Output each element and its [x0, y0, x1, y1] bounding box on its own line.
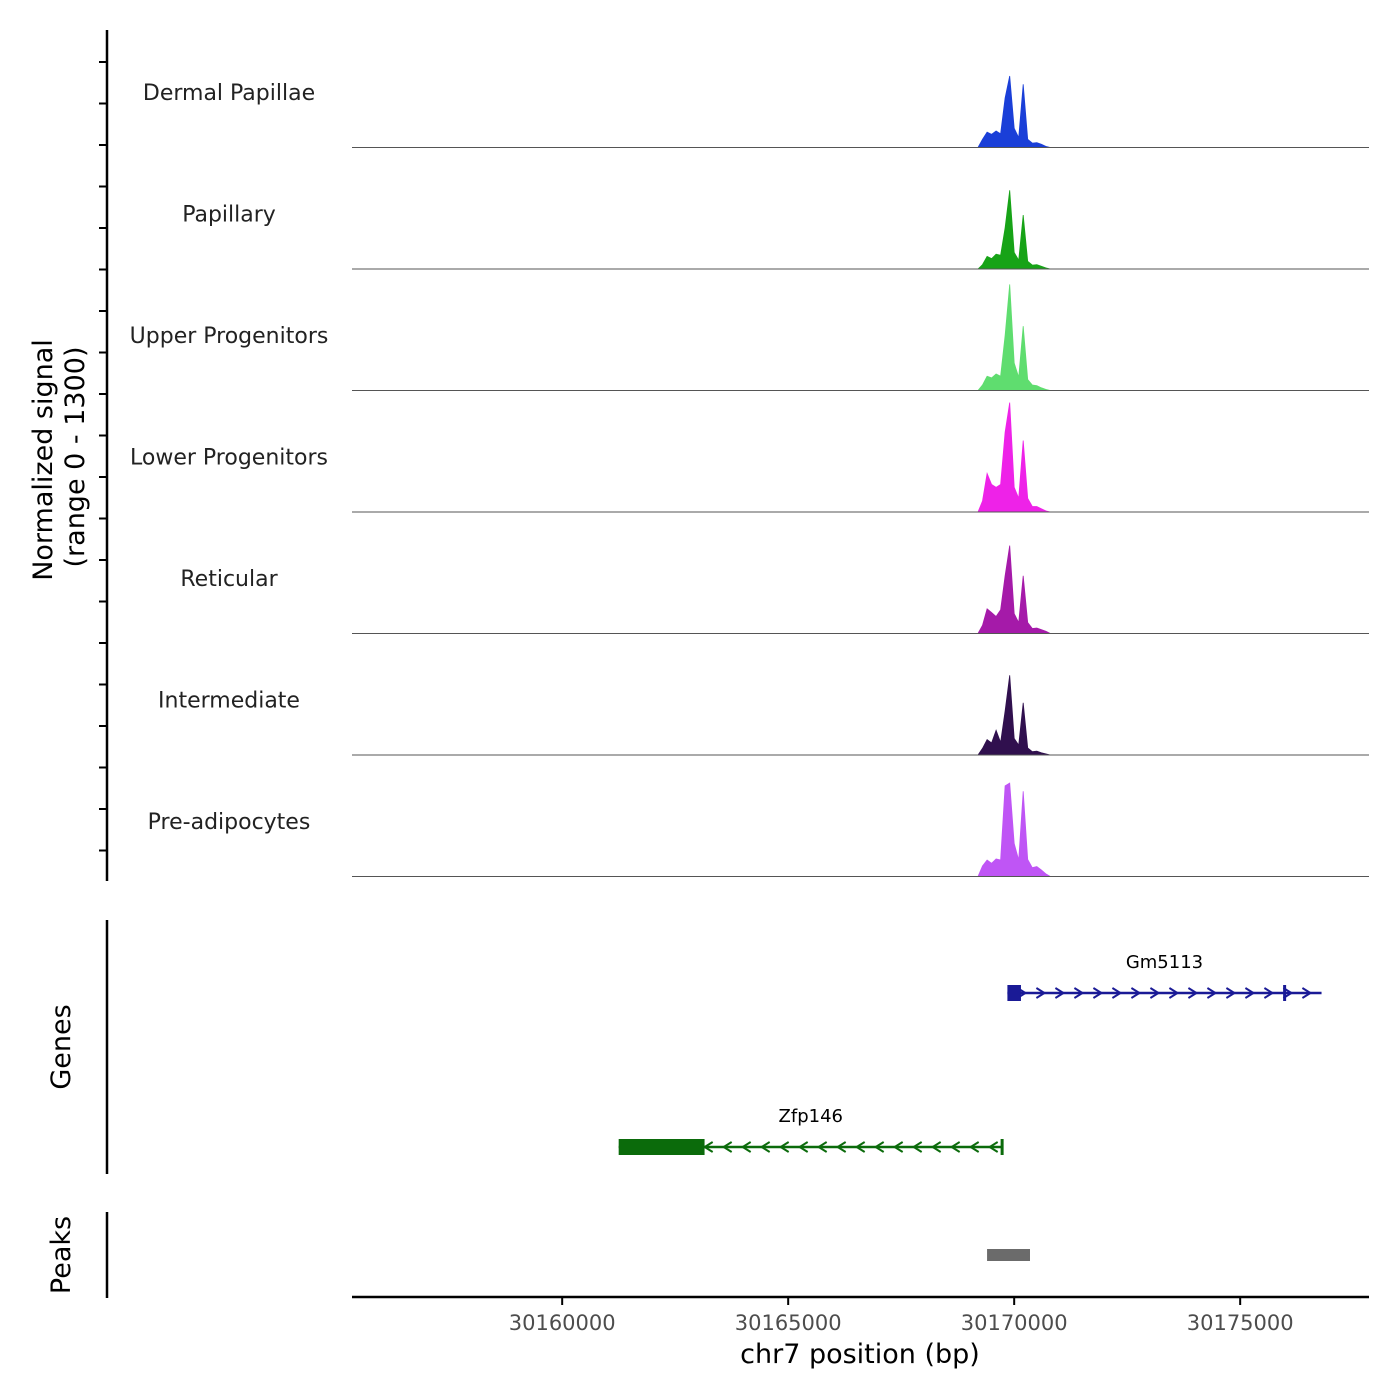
gene-label: Gm5113 — [1126, 952, 1203, 973]
track-label: Papillary — [182, 203, 276, 228]
genes-panel-title: Genes — [46, 1004, 77, 1089]
strand-arrow — [1263, 987, 1275, 999]
strand-arrow — [854, 1141, 866, 1153]
strand-arrow — [1054, 987, 1066, 999]
strand-arrow — [816, 1141, 828, 1153]
track-intermediate: Intermediate — [158, 675, 1369, 756]
track-signal-area — [352, 782, 1369, 877]
strand-arrow — [702, 1141, 714, 1153]
strand-arrow — [892, 1141, 904, 1153]
track-label: Lower Progenitors — [130, 446, 328, 471]
track-signal-area — [352, 284, 1369, 391]
strand-arrow — [1301, 987, 1313, 999]
x-tick-label: 30165000 — [735, 1311, 842, 1335]
strand-arrow — [759, 1141, 771, 1153]
strand-arrow — [1130, 987, 1142, 999]
gene-gm5113: Gm5113 — [1007, 952, 1322, 1001]
track-lower-progenitors: Lower Progenitors — [130, 402, 1369, 513]
strand-arrow — [721, 1141, 733, 1153]
track-label: Upper Progenitors — [130, 324, 329, 349]
strand-arrow — [987, 1141, 999, 1153]
track-label: Pre-adipocytes — [148, 810, 311, 835]
track-upper-progenitors: Upper Progenitors — [130, 284, 1369, 391]
x-axis-title: chr7 position (bp) — [740, 1339, 980, 1370]
track-reticular: Reticular — [180, 545, 1369, 634]
strand-arrow — [1073, 987, 1085, 999]
strand-arrow — [949, 1141, 961, 1153]
gene-exon — [1000, 1139, 1004, 1155]
gene-zfp146: Zfp146 — [618, 1106, 1004, 1155]
peaks-panel-title: Peaks — [46, 1216, 77, 1294]
strand-arrow — [797, 1141, 809, 1153]
strand-arrow — [1206, 987, 1218, 999]
strand-arrow — [930, 1141, 942, 1153]
strand-arrow — [1092, 987, 1104, 999]
strand-arrow — [835, 1141, 847, 1153]
track-signal-area — [352, 402, 1369, 513]
strand-arrow — [1187, 987, 1199, 999]
strand-arrow — [1111, 987, 1123, 999]
track-label: Dermal Papillae — [143, 81, 315, 106]
strand-arrow — [968, 1141, 980, 1153]
strand-arrow — [778, 1141, 790, 1153]
track-label: Intermediate — [158, 689, 300, 714]
strand-arrow — [873, 1141, 885, 1153]
track-signal-area — [352, 545, 1369, 634]
gene-label: Zfp146 — [779, 1106, 843, 1127]
track-pre-adipocytes: Pre-adipocytes — [148, 782, 1369, 877]
strand-arrow — [740, 1141, 752, 1153]
peak-regions — [987, 1249, 1030, 1261]
x-axis-ticks: 30160000 30165000 30170000 30175000 — [509, 1297, 1294, 1335]
x-tick-label: 30170000 — [961, 1311, 1068, 1335]
track-signal-area — [352, 190, 1369, 270]
gene-exon — [618, 1139, 705, 1155]
strand-arrow — [1168, 987, 1180, 999]
strand-arrow — [1225, 987, 1237, 999]
y-axis-title: Normalized signal — [28, 339, 59, 581]
gene-exon — [1283, 985, 1287, 1001]
y-axis-range-label: (range 0 - 1300) — [60, 347, 91, 568]
gene-annotations: Gm5113 Zfp146 — [618, 952, 1322, 1155]
track-signal-area — [352, 75, 1369, 148]
coverage-y-ticks — [99, 61, 107, 852]
peak-bar — [987, 1249, 1030, 1261]
track-papillary: Papillary — [182, 190, 1369, 270]
gene-exon — [1007, 985, 1021, 1001]
track-label: Reticular — [180, 567, 278, 592]
track-dermal-papillae: Dermal Papillae — [143, 75, 1369, 148]
strand-arrow — [911, 1141, 923, 1153]
coverage-tracks: Dermal Papillae Papillary Upper Progenitor… — [130, 75, 1369, 877]
strand-arrow — [1244, 987, 1256, 999]
strand-arrow — [1149, 987, 1161, 999]
track-signal-area — [352, 675, 1369, 756]
x-tick-label: 30160000 — [509, 1311, 616, 1335]
strand-arrow — [1035, 987, 1047, 999]
x-tick-label: 30175000 — [1187, 1311, 1294, 1335]
